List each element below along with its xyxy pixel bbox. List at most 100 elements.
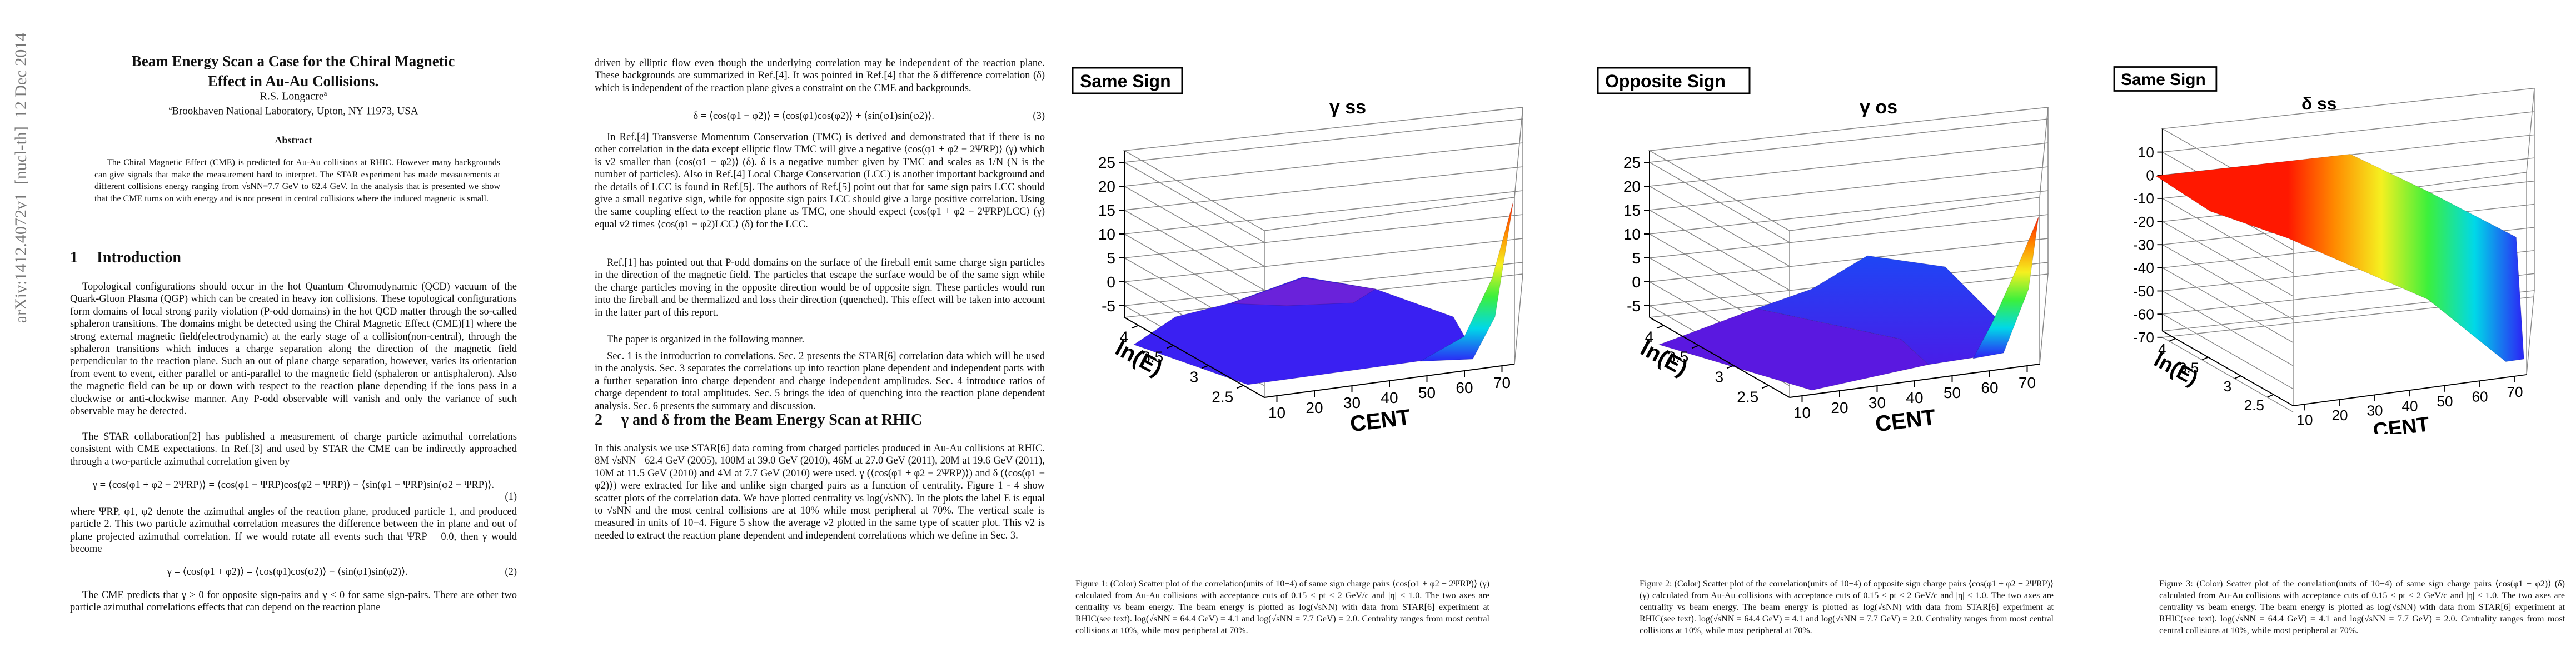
paragraph: Ref.[1] has pointed out that P-odd domai… [595, 257, 1045, 318]
z-tick-label: 0 [1632, 273, 1641, 291]
y-tick-label: 3 [1190, 368, 1199, 385]
section-heading: 1 Introduction [70, 249, 181, 267]
equation: δ = ⟨cos(φ1 − φ2)⟩ = ⟨cos(φ1)cos(φ2)⟩ + … [595, 110, 1045, 122]
arxiv-stamp: arXiv:1412.4072v1 [nucl-th] 12 Dec 2014 [12, 32, 30, 323]
y-tick-label: 2.5 [1212, 388, 1233, 405]
x-tick-label: 40 [2401, 397, 2418, 414]
section-heading: 2 γ and δ from the Beam Energy Scan at RH… [595, 411, 922, 429]
box-top [1648, 107, 2049, 231]
affiliation-mark: a [168, 103, 172, 112]
x-tick-label: 30 [1869, 394, 1886, 411]
z-tick-label: -5 [1627, 297, 1641, 315]
x-tick-label: 30 [1343, 394, 1361, 411]
paragraph: The STAR collaboration[2] has published … [70, 431, 517, 467]
x-tick-label: 70 [2019, 374, 2036, 391]
x-tick-label: 10 [1268, 404, 1285, 421]
paper-title: Beam Energy Scan a Case for the Chiral M… [131, 53, 455, 89]
x-tick-label: 40 [1381, 389, 1398, 406]
surface-patch [1419, 201, 1514, 362]
x-tick-label: 30 [2366, 402, 2383, 419]
figure-tag: Same Sign [2121, 71, 2206, 89]
section-number: 2 [595, 411, 602, 429]
z-tick-label: -70 [2133, 329, 2154, 346]
paragraph: The paper is organized in the following … [607, 334, 805, 345]
y-axis [1649, 317, 1790, 398]
y-tick-label: 2.5 [1737, 388, 1758, 405]
paragraph: The CME predicts that γ > 0 for opposite… [70, 590, 517, 614]
grid-line [1123, 118, 1523, 243]
y-tick [1166, 345, 1174, 349]
x-tick-label: 60 [2472, 389, 2488, 405]
figure-tag: Opposite Sign [1605, 71, 1726, 91]
z-tick-label: 0 [1107, 273, 1115, 291]
y-tick-label: 4 [1645, 328, 1654, 345]
x-tick-label: 60 [1456, 379, 1473, 396]
y-tick-label: 3.5 [1667, 348, 1688, 365]
y-tick [1761, 385, 1769, 389]
y-tick-label: 3 [1715, 368, 1724, 385]
abstract-heading: Abstract [275, 135, 312, 146]
z-tick-label: 10 [1098, 226, 1115, 243]
surface-patch [1133, 276, 1465, 385]
y-tick [2267, 394, 2274, 398]
paragraph: where ΨRP, φ1, φ2 denote the azimuthal a… [70, 506, 517, 555]
x-tick-label: 50 [2437, 393, 2453, 410]
section-title: Introduction [97, 249, 181, 266]
figure-tag: Same Sign [1080, 71, 1171, 91]
y-tick [1236, 385, 1244, 389]
z-tick-label: -20 [2133, 213, 2154, 230]
z-tick-label: 25 [1623, 154, 1641, 171]
z-tick-label: 15 [1098, 202, 1115, 219]
z-tick-label: 25 [1098, 154, 1115, 171]
z-tick-label: 0 [2146, 167, 2154, 184]
z-tick-label: 5 [1632, 250, 1641, 267]
y-tick [1656, 325, 1664, 329]
z-tick-label: -60 [2133, 306, 2154, 322]
z-tick-label: 10 [1623, 226, 1641, 243]
z-tick-label: -40 [2133, 260, 2154, 276]
author-mark: a [323, 89, 327, 97]
y-tick [1201, 365, 1209, 369]
author-name: R.S. Longacre [260, 90, 324, 103]
paragraph: Sec. 1 is the introduction to correlatio… [595, 351, 1045, 412]
surface-patch [2155, 153, 2524, 362]
y-tick-label: 2.5 [2244, 397, 2264, 414]
box-top [1123, 107, 1523, 231]
grid-line [2161, 296, 2535, 412]
equation: γ = ⟨cos(φ1 + φ2 − 2ΨRP)⟩ = ⟨cos(φ1 − ΨR… [70, 479, 517, 503]
y-tick [1131, 325, 1139, 329]
surface-patch [1230, 277, 1377, 306]
y-tick [1691, 345, 1699, 349]
y-tick-label: 3.5 [2179, 360, 2199, 376]
paragraph: In this analysis we use STAR[6] data com… [595, 443, 1045, 541]
z-tick-label: -30 [2133, 237, 2154, 253]
equation-number: (1) [505, 491, 517, 502]
equation-text: γ = ⟨cos(φ1 + φ2 − 2ΨRP)⟩ = ⟨cos(φ1 − ΨR… [92, 480, 495, 491]
equation-text: δ = ⟨cos(φ1 − φ2)⟩ = ⟨cos(φ1)cos(φ2)⟩ + … [693, 111, 935, 122]
x-tick-label: 20 [2331, 407, 2348, 424]
figure-title: γ os [1860, 97, 1897, 118]
figure-caption: Figure 2: (Color) Scatter plot of the co… [1640, 579, 2054, 635]
x-tick-label: 70 [2507, 384, 2523, 400]
equation-number: (2) [505, 566, 517, 578]
x-tick-label: 50 [1944, 384, 1961, 401]
y-axis-label: ln(E) [2150, 347, 2202, 390]
equation-number: (3) [1033, 110, 1045, 122]
x-tick-label: 40 [1906, 389, 1923, 406]
tag-box [2113, 66, 2218, 92]
y-tick [2201, 356, 2209, 361]
z-tick-label: -10 [2133, 190, 2154, 207]
section-title: γ and δ from the Beam Energy Scan at RHI… [621, 411, 923, 429]
x-tick-label: 60 [1981, 379, 1998, 396]
x-tick-label: 20 [1831, 399, 1848, 416]
abstract: The Chiral Magnetic Effect (CME) is pred… [94, 158, 500, 203]
author: R.S. Longacrea [70, 89, 517, 103]
affiliation-text: Brookhaven National Laboratory, Upton, N… [172, 105, 418, 117]
y-tick [1726, 365, 1734, 369]
z-tick-label: -5 [1102, 297, 1115, 315]
y-tick [2169, 338, 2176, 342]
y-axis [2162, 330, 2294, 406]
